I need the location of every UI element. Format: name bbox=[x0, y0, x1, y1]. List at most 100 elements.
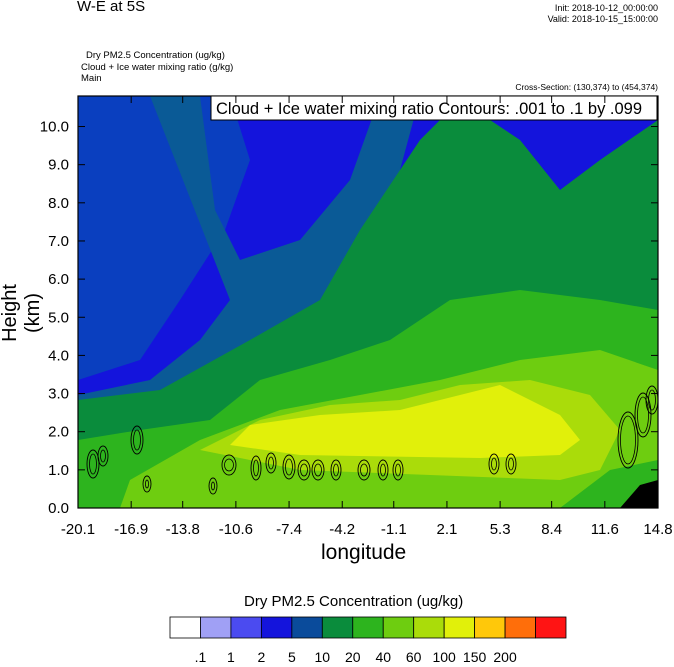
colorbar-swatch bbox=[504, 616, 536, 639]
x-axis-label: longitude bbox=[321, 541, 407, 564]
contour-cell bbox=[311, 459, 325, 481]
contour-cell bbox=[505, 453, 517, 475]
contour-cell bbox=[282, 454, 296, 480]
contour-cell-inner bbox=[380, 463, 386, 477]
y-tick-label: 5.0 bbox=[48, 309, 69, 326]
contour-cell-inner bbox=[508, 457, 514, 471]
contour-cell bbox=[130, 425, 144, 455]
contour-cell-inner bbox=[395, 463, 401, 477]
colorbar-label: 5 bbox=[288, 649, 296, 665]
contour-cell bbox=[392, 459, 404, 481]
field-label-pm25: Dry PM2.5 Concentration (ug/kg) bbox=[86, 50, 225, 61]
colorbar-swatch bbox=[230, 616, 262, 639]
x-tick-label: -10.6 bbox=[219, 521, 253, 538]
contour-cell-inner bbox=[211, 481, 215, 491]
valid-time: Valid: 2018-10-15_15:00:00 bbox=[547, 14, 658, 24]
x-tick-label: -7.4 bbox=[276, 521, 302, 538]
contour-cell bbox=[221, 454, 237, 476]
colorbar-label: .1 bbox=[195, 649, 207, 665]
contour-cell bbox=[488, 453, 500, 475]
contour-cell bbox=[250, 455, 262, 481]
colorbar-swatch bbox=[413, 616, 445, 639]
y-tick-label: 0.0 bbox=[48, 500, 69, 517]
colorbar-label: 100 bbox=[432, 649, 456, 665]
contour-cell-inner bbox=[314, 463, 322, 477]
y-axis: 0.0 1.0 2.0 3.0 4.0 5.0 6.0 7.0 8.0 9.0 10.0 bbox=[40, 119, 658, 517]
contour-cell bbox=[142, 475, 152, 493]
contour-cell-inner bbox=[224, 458, 234, 472]
contour-cell-inner bbox=[253, 459, 259, 477]
x-tick-label: -16.9 bbox=[114, 521, 148, 538]
y-tick-label: 10.0 bbox=[40, 119, 69, 136]
contour-cell-inner bbox=[145, 479, 149, 489]
contour-legend-text: Cloud + Ice water mixing ratio Contours:… bbox=[216, 100, 642, 118]
x-tick-label: 2.1 bbox=[437, 521, 458, 538]
contour-cell-inner bbox=[637, 396, 649, 434]
cross-section-label: Cross-Section: (130,374) to (454,374) bbox=[515, 82, 658, 92]
colorbar-swatch bbox=[382, 616, 415, 639]
colorbar-label: 60 bbox=[406, 649, 422, 665]
y-tick-label: 3.0 bbox=[48, 386, 69, 403]
field-yellow-core bbox=[230, 385, 580, 458]
contour-cell bbox=[377, 459, 389, 481]
colorbar-swatch bbox=[291, 616, 323, 639]
colorbar-label: 200 bbox=[493, 649, 517, 665]
contour-cell bbox=[634, 392, 652, 438]
colorbar-swatch bbox=[200, 616, 232, 639]
y-tick-label: 8.0 bbox=[48, 195, 69, 212]
y-tick-label: 7.0 bbox=[48, 233, 69, 250]
contour-cell-inner bbox=[620, 415, 636, 465]
colorbar-label: 40 bbox=[375, 649, 391, 665]
contour-cell bbox=[97, 445, 109, 467]
colorbar-swatch bbox=[352, 616, 384, 639]
colorbar-swatch bbox=[535, 616, 567, 639]
field-dark-corner bbox=[620, 480, 658, 508]
colorbar-swatch bbox=[321, 616, 354, 639]
contour-cell-inner bbox=[89, 453, 97, 475]
contour-cell-inner bbox=[285, 458, 293, 476]
contour-cell bbox=[265, 452, 277, 474]
colorbar-label: 150 bbox=[463, 649, 487, 665]
cloud-contours bbox=[86, 385, 659, 495]
x-tick-label: -13.8 bbox=[166, 521, 200, 538]
contour-cell-inner bbox=[648, 389, 656, 411]
contour-cell-inner bbox=[333, 463, 339, 477]
contour-cell bbox=[617, 411, 639, 469]
field-label-main: Main bbox=[81, 73, 102, 84]
chart-title: W-E at 5S bbox=[77, 0, 146, 15]
y-tick-label: 6.0 bbox=[48, 271, 69, 288]
contour-cell bbox=[330, 459, 342, 481]
contour-cell-inner bbox=[300, 463, 308, 477]
x-tick-label: 8.4 bbox=[541, 521, 562, 538]
x-tick-label: -1.1 bbox=[381, 521, 407, 538]
init-time: Init: 2018-10-12_00:00:00 bbox=[554, 3, 658, 13]
x-tick-label: -4.2 bbox=[329, 521, 355, 538]
contour-cell-inner bbox=[268, 456, 274, 470]
x-tick-label: 5.3 bbox=[490, 521, 511, 538]
colorbar-label: 2 bbox=[257, 649, 265, 665]
contour-cell-inner bbox=[360, 463, 368, 477]
colorbar-swatch bbox=[169, 616, 201, 639]
contour-legend-box: Cloud + Ice water mixing ratio Contours:… bbox=[210, 95, 658, 121]
x-tick-label: -20.1 bbox=[61, 521, 95, 538]
contour-cell-inner bbox=[133, 429, 141, 451]
contour-cell bbox=[86, 449, 100, 479]
contour-cell-inner bbox=[100, 449, 106, 463]
x-axis: -20.1 -16.9 -13.8 -10.6 -7.4 -4.2 -1.1 2.1 5.3 8.… bbox=[61, 96, 673, 538]
colorbar-swatch bbox=[474, 616, 506, 639]
field-label-cloud: Cloud + Ice water mixing ratio (g/kg) bbox=[81, 62, 234, 73]
contour-cell bbox=[208, 477, 218, 495]
colorbar-swatch bbox=[260, 616, 293, 639]
colorbar-label: 20 bbox=[345, 649, 361, 665]
y-tick-label: 9.0 bbox=[48, 157, 69, 174]
y-tick-label: 2.0 bbox=[48, 424, 69, 441]
contour-cell bbox=[297, 459, 311, 481]
x-tick-label: 11.6 bbox=[591, 521, 619, 538]
colorbar-title: Dry PM2.5 Concentration (ug/kg) bbox=[244, 593, 464, 610]
colorbar-label: 10 bbox=[315, 649, 331, 665]
y-tick-label: 4.0 bbox=[48, 347, 69, 364]
y-tick-label: 1.0 bbox=[48, 462, 69, 479]
colorbar-swatch bbox=[443, 616, 476, 639]
x-tick-label: 14.8 bbox=[643, 521, 672, 538]
